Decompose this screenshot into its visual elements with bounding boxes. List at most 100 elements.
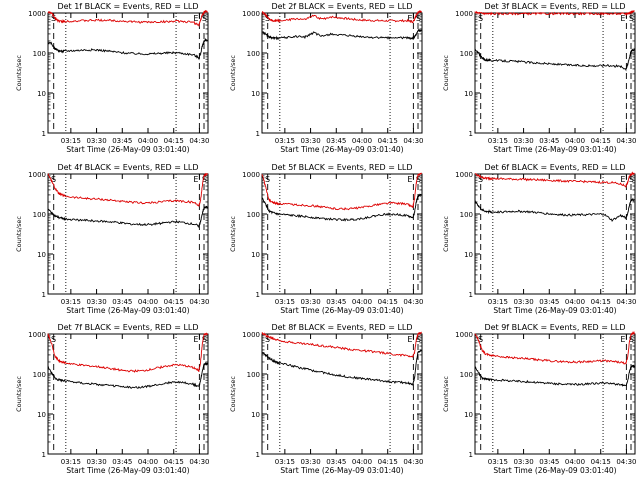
end-marker-label: E xyxy=(193,175,198,184)
x-tick-label: 04:15 xyxy=(378,458,398,466)
x-tick-label: 03:15 xyxy=(275,298,295,306)
y-tick-label: 1 xyxy=(42,291,46,299)
x-tick-label: 04:30 xyxy=(189,458,209,466)
x-axis-label: Start Time (26-May-09 03:01:40) xyxy=(280,145,403,154)
stop-marker-label: S xyxy=(629,175,634,184)
x-tick-label: 04:00 xyxy=(352,298,372,306)
x-tick-label: 03:15 xyxy=(61,458,81,466)
panel-title: Det 7f BLACK = Events, RED = LLD xyxy=(57,323,198,332)
y-tick-label: 100 xyxy=(460,211,473,219)
stop-marker-label: S xyxy=(202,335,207,344)
stop-marker-label: S xyxy=(629,14,634,23)
panel-title: Det 9f BLACK = Events, RED = LLD xyxy=(484,323,625,332)
panel-1: Det 1f BLACK = Events, RED = LLD 1 10 100 10… xyxy=(15,2,210,154)
y-tick-label: 1000 xyxy=(28,10,46,18)
x-tick-label: 04:30 xyxy=(403,137,423,145)
x-tick-label: 03:45 xyxy=(326,458,346,466)
plot-frame xyxy=(261,12,423,134)
x-tick-label: 03:45 xyxy=(539,298,559,306)
x-tick-label: 03:30 xyxy=(513,298,533,306)
x-tick-label: 03:15 xyxy=(488,137,508,145)
panel-7: Det 7f BLACK = Events, RED = LLD 1 10 100 10… xyxy=(15,323,210,475)
y-tick-label: 1 xyxy=(469,291,473,299)
plot-frame xyxy=(261,173,423,295)
x-tick-label: 04:30 xyxy=(616,458,636,466)
events-series-line xyxy=(261,193,422,222)
panel-5: Det 5f BLACK = Events, RED = LLD 1 10 100 10… xyxy=(229,163,424,315)
events-series-line xyxy=(261,28,422,41)
x-tick-label: 04:30 xyxy=(616,137,636,145)
x-tick-label: 04:30 xyxy=(403,298,423,306)
x-tick-label: 03:45 xyxy=(539,137,559,145)
y-tick-label: 1000 xyxy=(455,10,473,18)
x-tick-label: 04:15 xyxy=(164,137,184,145)
y-tick-label: 10 xyxy=(464,90,473,98)
y-tick-label: 1 xyxy=(42,451,46,459)
events-series-line xyxy=(474,47,635,72)
y-tick-label: 100 xyxy=(33,50,46,58)
plot-frame xyxy=(47,173,209,295)
panel-title: Det 3f BLACK = Events, RED = LLD xyxy=(484,2,625,11)
x-axis-label: Start Time (26-May-09 03:01:40) xyxy=(280,306,403,315)
end-marker-label: E xyxy=(193,14,198,23)
x-tick-label: 03:30 xyxy=(513,458,533,466)
x-axis-label: Start Time (26-May-09 03:01:40) xyxy=(66,466,189,475)
y-axis-label: Counts/sec xyxy=(442,55,450,91)
start-marker-label: S xyxy=(51,335,56,344)
start-marker-label: S xyxy=(51,14,56,23)
panel-title: Det 2f BLACK = Events, RED = LLD xyxy=(271,2,412,11)
end-marker-label: E xyxy=(620,335,625,344)
end-marker-label: E xyxy=(620,175,625,184)
x-tick-label: 03:15 xyxy=(488,298,508,306)
x-tick-label: 03:45 xyxy=(112,298,132,306)
x-tick-label: 04:15 xyxy=(378,137,398,145)
y-tick-label: 1000 xyxy=(455,331,473,339)
y-tick-label: 1000 xyxy=(242,171,260,179)
x-tick-label: 03:15 xyxy=(61,137,81,145)
y-tick-label: 1 xyxy=(42,130,46,138)
y-tick-label: 10 xyxy=(251,90,260,98)
y-axis-label: Counts/sec xyxy=(229,216,237,252)
panel-9: Det 9f BLACK = Events, RED = LLD 1 10 100 10… xyxy=(442,323,637,475)
x-axis-label: Start Time (26-May-09 03:01:40) xyxy=(66,145,189,154)
x-tick-label: 03:45 xyxy=(112,137,132,145)
x-tick-label: 04:00 xyxy=(565,458,585,466)
y-axis-label: Counts/sec xyxy=(442,216,450,252)
x-tick-label: 04:15 xyxy=(591,298,611,306)
start-marker-label: S xyxy=(478,175,483,184)
x-axis-label: Start Time (26-May-09 03:01:40) xyxy=(280,466,403,475)
y-axis-label: Counts/sec xyxy=(15,376,23,412)
end-marker-label: E xyxy=(407,335,412,344)
events-series-line xyxy=(47,205,208,228)
panel-title: Det 8f BLACK = Events, RED = LLD xyxy=(271,323,412,332)
end-marker-label: E xyxy=(407,14,412,23)
events-series-line xyxy=(47,361,208,389)
start-marker-label: S xyxy=(265,14,270,23)
x-tick-label: 04:15 xyxy=(164,458,184,466)
panel-4: Det 4f BLACK = Events, RED = LLD 1 10 100 10… xyxy=(15,163,210,315)
x-tick-label: 03:15 xyxy=(275,137,295,145)
x-tick-label: 03:30 xyxy=(300,298,320,306)
panel-title: Det 4f BLACK = Events, RED = LLD xyxy=(57,163,198,172)
start-marker-label: S xyxy=(265,175,270,184)
events-series-line xyxy=(262,349,422,386)
x-tick-label: 03:15 xyxy=(275,458,295,466)
plot-frame xyxy=(474,333,636,455)
panel-title: Det 1f BLACK = Events, RED = LLD xyxy=(57,2,198,11)
lld-series-line xyxy=(47,172,208,207)
x-tick-label: 04:00 xyxy=(565,298,585,306)
x-tick-label: 04:00 xyxy=(352,137,372,145)
x-tick-label: 04:00 xyxy=(138,458,158,466)
y-tick-label: 1 xyxy=(469,130,473,138)
x-axis-label: Start Time (26-May-09 03:01:40) xyxy=(493,466,616,475)
x-tick-label: 03:30 xyxy=(300,137,320,145)
y-tick-label: 1000 xyxy=(242,10,260,18)
y-tick-label: 100 xyxy=(33,211,46,219)
x-tick-label: 03:30 xyxy=(300,458,320,466)
y-tick-label: 100 xyxy=(247,50,260,58)
x-tick-label: 03:45 xyxy=(326,137,346,145)
panel-2: Det 2f BLACK = Events, RED = LLD 1 10 100 10… xyxy=(229,2,424,154)
y-tick-label: 10 xyxy=(251,411,260,419)
x-axis-label: Start Time (26-May-09 03:01:40) xyxy=(66,306,189,315)
y-tick-label: 1 xyxy=(256,291,260,299)
